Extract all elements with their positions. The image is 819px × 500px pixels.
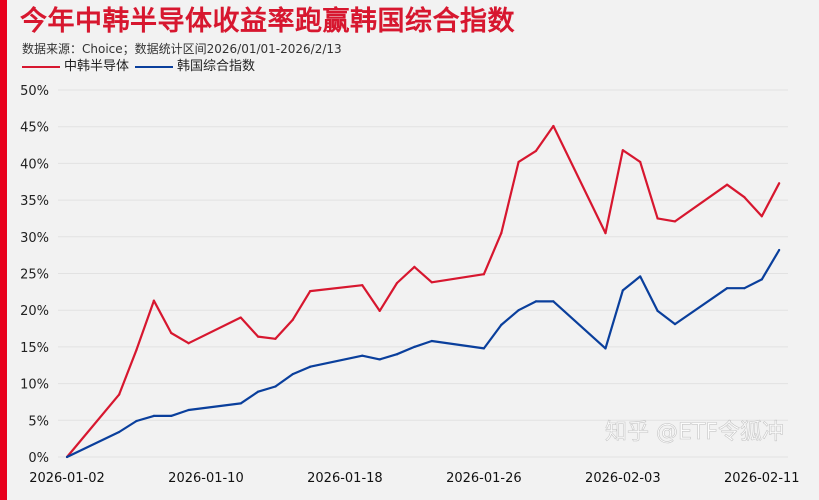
data-point bbox=[152, 414, 155, 417]
y-tick-label: 50% bbox=[20, 84, 49, 99]
data-point bbox=[656, 217, 659, 220]
data-point bbox=[482, 273, 485, 276]
data-point bbox=[673, 323, 677, 326]
data-point bbox=[239, 402, 242, 405]
data-point bbox=[361, 284, 364, 287]
y-tick-label: 10% bbox=[20, 378, 49, 393]
data-point bbox=[378, 309, 381, 313]
series-line-kospi bbox=[66, 249, 781, 458]
x-tick-label: 2026-02-03 bbox=[585, 471, 661, 486]
legend-item-kospi: 韩国综合指数 bbox=[135, 59, 255, 75]
data-point bbox=[395, 353, 399, 356]
data-point bbox=[552, 124, 555, 128]
data-point bbox=[725, 183, 729, 186]
series-line-semiconductor bbox=[66, 124, 781, 458]
data-point bbox=[500, 323, 503, 326]
data-point bbox=[517, 309, 520, 312]
accent-bar bbox=[0, 0, 7, 500]
y-tick-label: 25% bbox=[20, 268, 49, 283]
legend-swatch bbox=[135, 66, 174, 68]
y-tick-label: 40% bbox=[20, 157, 49, 172]
x-tick-label: 2026-02-11 bbox=[724, 471, 800, 486]
data-point bbox=[534, 300, 538, 303]
y-tick-label: 30% bbox=[20, 231, 49, 246]
y-tick-label: 35% bbox=[20, 194, 49, 209]
data-point bbox=[118, 430, 121, 434]
data-point bbox=[378, 358, 381, 361]
chart-subtitle: 数据来源：Choice；数据统计区间2026/01/01-2026/2/13 bbox=[22, 42, 342, 56]
x-tick-label: 2026-01-10 bbox=[168, 471, 244, 486]
data-point bbox=[118, 393, 121, 396]
data-point bbox=[413, 265, 416, 268]
data-point bbox=[187, 408, 190, 412]
data-point bbox=[309, 365, 312, 368]
y-tick-label: 45% bbox=[20, 121, 49, 136]
data-point bbox=[239, 316, 242, 319]
legend-item-semiconductor: 中韩半导体 bbox=[22, 59, 129, 75]
data-point bbox=[430, 281, 433, 284]
data-point bbox=[760, 278, 763, 281]
data-point bbox=[395, 281, 399, 285]
data-point bbox=[482, 347, 485, 350]
data-point bbox=[274, 385, 277, 388]
watermark: 知乎 @ETF令狐冲 bbox=[605, 420, 785, 446]
y-tick-label: 5% bbox=[28, 414, 49, 429]
data-point bbox=[743, 196, 746, 199]
data-point bbox=[621, 289, 624, 292]
x-tick-label: 2026-01-02 bbox=[29, 471, 105, 486]
data-point bbox=[65, 455, 69, 459]
data-point bbox=[170, 331, 173, 335]
data-point bbox=[760, 215, 763, 218]
data-point bbox=[552, 300, 555, 303]
x-tick-label: 2026-01-18 bbox=[307, 471, 383, 486]
y-tick-label: 0% bbox=[28, 451, 49, 466]
data-point bbox=[135, 419, 138, 423]
data-point bbox=[274, 337, 277, 340]
data-point bbox=[135, 348, 138, 351]
legend-label: 韩国综合指数 bbox=[177, 59, 256, 74]
data-point bbox=[500, 232, 503, 235]
y-tick-label: 20% bbox=[20, 304, 49, 319]
data-point bbox=[256, 390, 260, 393]
data-point bbox=[639, 275, 642, 278]
data-point bbox=[187, 342, 190, 345]
data-point bbox=[170, 414, 173, 417]
data-point bbox=[725, 287, 729, 290]
data-point bbox=[639, 160, 642, 164]
chart-title: 今年中韩半导体收益率跑赢韩国综合指数 bbox=[20, 6, 515, 37]
data-point bbox=[291, 372, 294, 376]
legend-label: 中韩半导体 bbox=[64, 59, 130, 74]
data-point bbox=[291, 318, 294, 321]
data-point bbox=[621, 149, 624, 152]
data-point bbox=[673, 220, 677, 223]
y-tick-label: 15% bbox=[20, 341, 49, 356]
data-point bbox=[743, 287, 746, 290]
data-point bbox=[430, 339, 433, 343]
data-point bbox=[778, 248, 781, 252]
data-point bbox=[309, 290, 312, 293]
x-tick-label: 2026-01-26 bbox=[446, 471, 522, 486]
data-point bbox=[361, 354, 364, 357]
legend-swatch bbox=[22, 66, 60, 68]
data-point bbox=[256, 335, 260, 338]
data-point bbox=[604, 347, 607, 350]
data-point bbox=[778, 182, 781, 185]
legend: 中韩半导体 韩国综合指数 bbox=[22, 59, 261, 75]
data-point bbox=[413, 345, 416, 348]
data-point bbox=[534, 149, 538, 153]
data-point bbox=[604, 232, 607, 235]
data-point bbox=[152, 299, 155, 302]
data-point bbox=[656, 309, 659, 313]
data-point bbox=[517, 160, 520, 164]
